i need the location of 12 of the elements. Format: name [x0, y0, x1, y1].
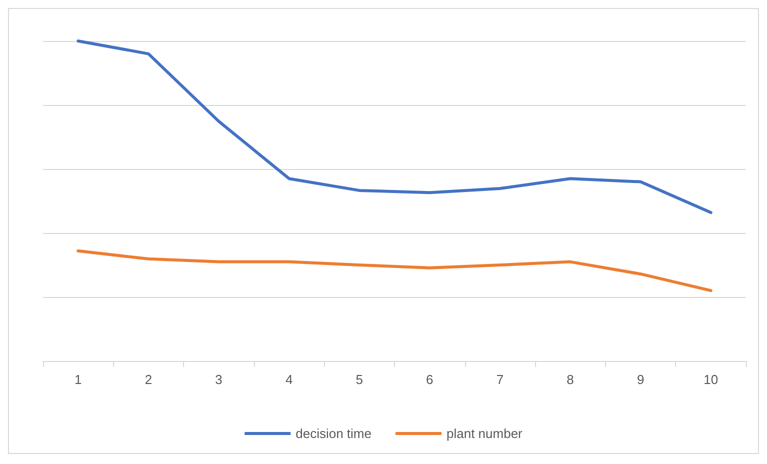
x-tick-label: 8 — [566, 372, 574, 387]
x-tick-label: 2 — [144, 372, 152, 387]
x-tick-label: 4 — [285, 372, 293, 387]
x-tick-label: 9 — [636, 372, 644, 387]
legend-label: plant number — [446, 426, 524, 441]
x-tick-label: 3 — [215, 372, 222, 387]
x-tick-label: 7 — [496, 372, 504, 387]
x-tick-label: 1 — [74, 372, 82, 387]
legend-label: decision time — [296, 426, 372, 441]
x-tick-label: 6 — [426, 372, 434, 387]
x-tick-label: 5 — [356, 372, 363, 387]
x-tick-label: 10 — [704, 372, 718, 387]
